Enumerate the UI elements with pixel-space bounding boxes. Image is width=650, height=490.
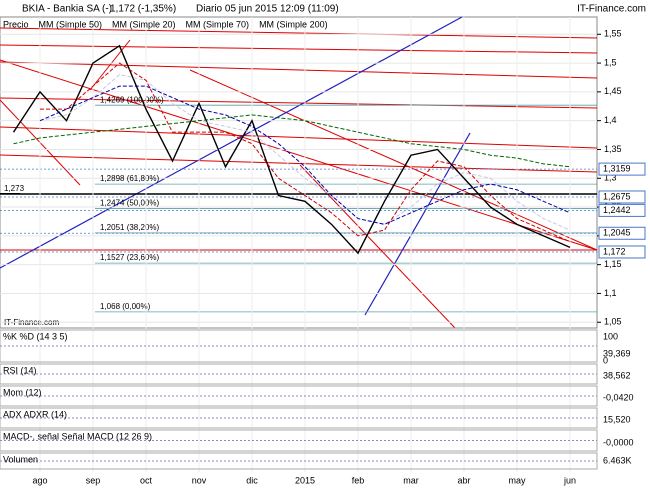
- panel-value: 6.463K: [603, 455, 632, 465]
- fib-label: 1,068 (0,00%): [100, 302, 151, 311]
- legend-entry: Precio: [3, 19, 29, 29]
- y-tick-label: 1,15: [604, 259, 622, 269]
- x-tick-label: dic: [246, 475, 258, 485]
- symbol: BKIA - Bankia SA (-): [22, 4, 112, 15]
- panel-value: -0,0420: [603, 392, 634, 402]
- y-tick-label: 1,3: [604, 173, 617, 183]
- panel-label: MACD-, señal Señal MACD (12 26 9): [3, 431, 152, 441]
- y-tick-label: 1,5: [604, 57, 617, 67]
- trend-lines-blue: [0, 16, 471, 316]
- support-label: 1,273: [4, 184, 25, 193]
- series-line: [12, 44, 571, 255]
- series-line: [13, 114, 571, 168]
- price-mark-box: [598, 245, 646, 259]
- site: IT-Finance.com: [577, 4, 646, 15]
- panel-label: Volumen: [3, 454, 38, 464]
- price-mark-label: 1,2045: [603, 228, 631, 238]
- price-mark-box: [598, 226, 646, 240]
- x-tick-label: nov: [192, 475, 207, 485]
- legend-entry: MM (Simple 20): [112, 19, 176, 29]
- x-tick-label: oct: [140, 475, 153, 485]
- price-mark-label: 1,2442: [603, 205, 631, 215]
- x-tick-label: jun: [563, 475, 576, 485]
- series-line: [39, 85, 571, 225]
- panel-bottom: 0: [603, 355, 608, 365]
- y-tick-label: 1,55: [604, 29, 622, 39]
- y-tick-label: 1,45: [604, 86, 622, 96]
- price-mark-label: 1,172: [603, 246, 626, 256]
- panel-value: 39,369: [603, 348, 631, 358]
- fib-label: 1,2051 (38,20%): [100, 223, 159, 232]
- fib-label: 1,2898 (61,80%): [100, 174, 159, 183]
- info: Diario 05 jun 2015 12:09 (11:09): [196, 4, 339, 15]
- panel-top: 100: [603, 331, 618, 341]
- x-tick-label: mar: [403, 475, 419, 485]
- x-tick-label: ago: [32, 475, 47, 485]
- series-line: [39, 74, 571, 231]
- price-mark-box: [598, 162, 646, 176]
- x-tick-label: 2015: [295, 475, 315, 485]
- panel-label: ADX ADXR (14): [3, 409, 67, 419]
- fib-label: 1,4269 (100,00%): [100, 95, 164, 104]
- price-mark-box: [598, 203, 646, 217]
- price-mark-label: 1,2675: [603, 191, 631, 201]
- y-tick-label: 1,05: [604, 317, 622, 327]
- price-mark-label: 1,3159: [603, 163, 631, 173]
- x-tick-label: feb: [352, 475, 365, 485]
- price: 1,172 (-1,35%): [110, 4, 176, 15]
- panel-value: 15,520: [603, 414, 631, 424]
- legend-entry: MM (Simple 50): [39, 19, 103, 29]
- legend-entry: MM (Simple 70): [186, 19, 250, 29]
- panel-label: Mom (12): [3, 387, 42, 397]
- y-tick-label: 1,1: [604, 288, 617, 298]
- fib-label: 1,2474 (50,00%): [100, 199, 159, 208]
- panel-value: -0,0000: [603, 437, 634, 447]
- fib-label: 1,1527 (23,60%): [100, 253, 159, 262]
- x-tick-label: may: [508, 475, 526, 485]
- x-tick-label: sep: [86, 475, 101, 485]
- y-tick-label: 1,35: [604, 144, 622, 154]
- panel-value: 38,562: [603, 370, 631, 380]
- y-tick-label: 1,4: [604, 115, 617, 125]
- x-tick-label: abr: [457, 475, 470, 485]
- panel-label: RSI (14): [3, 365, 37, 375]
- legend-entry: MM (Simple 200): [259, 19, 328, 29]
- price-mark-box: [598, 190, 646, 204]
- panel-label: %K %D (14 3 5): [3, 331, 68, 341]
